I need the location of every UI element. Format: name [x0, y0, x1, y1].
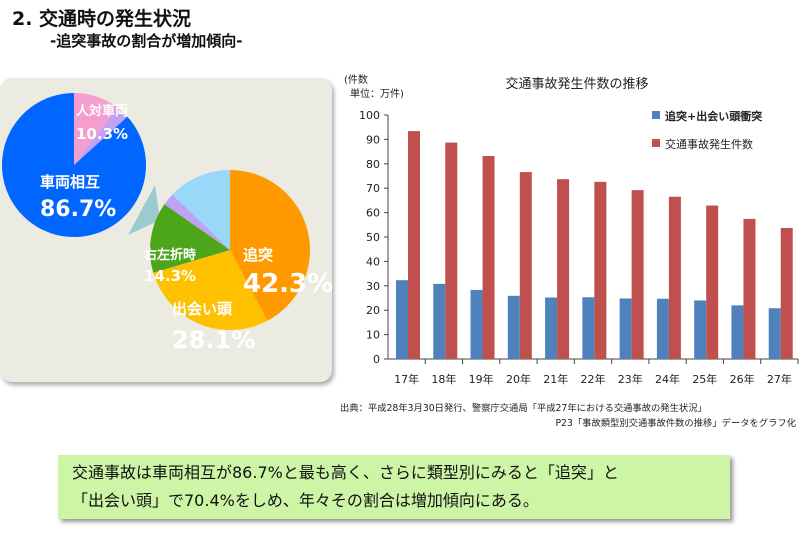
- summary-line-1: 交通事故は車両相互が86.7%と最も高く、さらに類型別にみると「追突」と: [72, 463, 619, 482]
- bar: [582, 297, 595, 359]
- bar: [408, 131, 420, 359]
- x-tick-label: 26年: [730, 372, 755, 386]
- pie-slice: [1, 93, 146, 237]
- bar: [706, 205, 719, 359]
- pie-charts: 人対車両 10.3% 車両相互 86.7% 追突 42.3% 出会い頭 28.1% 右左折時 14…: [1, 93, 333, 354]
- chart-title: 交通事故発生件数の推移: [505, 76, 648, 92]
- bar: [619, 298, 632, 359]
- bar: [396, 280, 408, 359]
- y-tick-label: 30: [366, 280, 380, 293]
- bar: [445, 142, 458, 359]
- bar: [743, 218, 756, 359]
- pie-value: 42.3%: [243, 269, 333, 299]
- y-tick-label: 20: [366, 304, 380, 317]
- pie-slice: [149, 204, 230, 273]
- y-tick-label: 0: [373, 353, 380, 366]
- x-tick-label: 21年: [543, 372, 568, 386]
- pie-value: 28.1%: [172, 326, 255, 354]
- bar: [668, 196, 681, 359]
- x-tick-label: 19年: [469, 372, 494, 386]
- legend-swatch: [652, 139, 660, 147]
- source-note: P23「事故類型別交通事故件数の推移」データをグラフ化: [555, 417, 796, 429]
- bar: [519, 172, 532, 359]
- y-tick-label: 40: [366, 255, 380, 268]
- x-tick-label: 20年: [506, 372, 531, 386]
- pie-slice: [164, 194, 230, 250]
- bar: [780, 227, 793, 359]
- bar: [470, 289, 483, 359]
- page-title: 2. 交通時の発生状況: [12, 8, 192, 30]
- source-note: 出典：平成28年3月30日発行、警察庁交通局「平成27年における交通事故の発生状…: [340, 402, 707, 414]
- pie-slice: [230, 170, 311, 321]
- pie-label: 人対車両: [76, 103, 128, 119]
- bar: [557, 179, 570, 359]
- x-tick-label: 24年: [655, 372, 680, 386]
- bar: [656, 298, 669, 359]
- x-tick-label: 18年: [431, 372, 456, 386]
- x-tick-label: 23年: [618, 372, 643, 386]
- bar: [631, 190, 644, 359]
- y-tick-label: 50: [366, 231, 380, 244]
- pie-label: 出会い頭: [172, 300, 233, 318]
- pie-slice: [153, 250, 268, 331]
- y-tick-label: 70: [366, 182, 380, 195]
- pie-value: 10.3%: [76, 125, 128, 143]
- bar: [482, 155, 495, 359]
- summary-note: 交通事故は車両相互が86.7%と最も高く、さらに類型別にみると「追突」と 「出会…: [58, 455, 730, 519]
- legend-swatch: [652, 111, 660, 119]
- bar: [768, 308, 781, 359]
- y-tick-label: 90: [366, 133, 380, 146]
- y-tick-label: 100: [359, 109, 380, 122]
- bar: [694, 300, 707, 359]
- bar: [433, 283, 446, 359]
- x-tick-label: 27年: [767, 372, 792, 386]
- pie-label: 右左折時: [143, 247, 196, 263]
- x-tick-label: 17年: [394, 372, 419, 386]
- pie-value: 14.3%: [144, 267, 196, 285]
- pie-slice: [74, 107, 128, 165]
- pie-label: 追突: [243, 246, 273, 264]
- summary-line-2: 「出会い頭」で70.4%をしめ、年々その割合は増加傾向にある。: [72, 491, 539, 510]
- page-subtitle: -追突事故の割合が増加傾向-: [50, 32, 243, 50]
- legend-label: 追突+出会い頭衝突: [665, 109, 762, 123]
- bar: [545, 297, 558, 359]
- x-tick-label: 22年: [581, 372, 606, 386]
- y-axis-label: (件数: [344, 73, 368, 86]
- y-tick-label: 10: [366, 329, 380, 342]
- bar: [594, 181, 607, 359]
- legend-label: 交通事故発生件数: [665, 137, 753, 151]
- pie-label: 車両相互: [40, 173, 100, 191]
- bar: [731, 305, 744, 359]
- bar: [507, 295, 520, 359]
- pie-slice: [74, 93, 118, 165]
- y-axis-label: 単位：万件): [350, 87, 404, 100]
- pie-value: 86.7%: [40, 197, 116, 222]
- y-tick-label: 80: [366, 158, 380, 171]
- y-tick-label: 60: [366, 207, 380, 220]
- x-tick-label: 25年: [692, 372, 717, 386]
- callout-wedge: [128, 185, 160, 235]
- pie-slice: [172, 170, 230, 250]
